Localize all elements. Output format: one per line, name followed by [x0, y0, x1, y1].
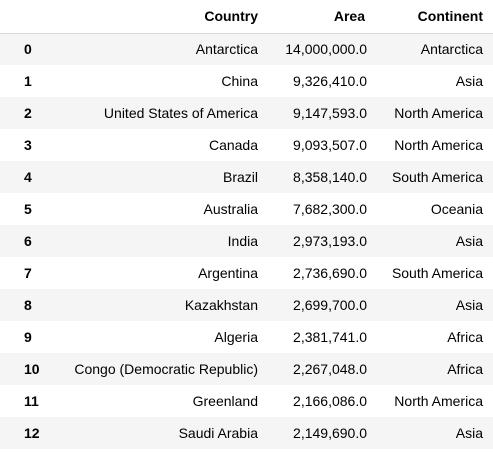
- row-index: 7: [24, 265, 32, 281]
- table-row: 8 Kazakhstan 2,699,700.0 Asia: [0, 289, 493, 321]
- cell-continent: North America: [394, 105, 483, 121]
- cell-area: 9,326,410.0: [293, 73, 367, 89]
- cell-country: Greenland: [192, 393, 258, 409]
- row-index: 10: [24, 361, 40, 377]
- header-row: Country Area Continent: [0, 0, 493, 34]
- table-row: 10 Congo (Democratic Republic) 2,267,048.0…: [0, 353, 493, 385]
- row-index: 3: [24, 137, 32, 153]
- cell-country: China: [221, 73, 258, 89]
- cell-country: Saudi Arabia: [178, 425, 258, 441]
- cell-country: Canada: [208, 137, 258, 153]
- table-row: 1 China 9,326,410.0 Asia: [0, 65, 493, 97]
- cell-area: 2,699,700.0: [293, 297, 367, 313]
- cell-continent: Antarctica: [420, 41, 483, 58]
- cell-area: 2,149,690.0: [293, 425, 367, 441]
- cell-area: 2,973,193.0: [293, 233, 367, 249]
- table-row: 3 Canada 9,093,507.0 North America: [0, 129, 493, 161]
- row-index: 4: [24, 169, 32, 185]
- cell-area: 2,381,741.0: [293, 329, 367, 345]
- cell-country: Kazakhstan: [184, 297, 258, 313]
- cell-area: 9,093,507.0: [293, 137, 367, 153]
- cell-country: Antarctica: [195, 41, 258, 58]
- table-row: 6 India 2,973,193.0 Asia: [0, 225, 493, 257]
- table-row: 5 Australia 7,682,300.0 Oceania: [0, 193, 493, 225]
- cell-area: 2,736,690.0: [293, 265, 367, 281]
- row-index: 12: [24, 425, 40, 441]
- cell-area: 2,267,048.0: [293, 361, 367, 377]
- column-header-area: Area: [268, 0, 375, 34]
- table-row: 2 United States of America 9,147,593.0 Nort…: [0, 97, 493, 129]
- row-index: 9: [24, 329, 32, 345]
- table-row: 9 Algeria 2,381,741.0 Africa: [0, 321, 493, 353]
- cell-area: 8,358,140.0: [293, 169, 367, 185]
- cell-continent: North America: [394, 393, 483, 409]
- cell-continent: North America: [394, 137, 483, 153]
- cell-country: Argentina: [198, 265, 258, 281]
- cell-continent: Asia: [455, 425, 483, 441]
- cell-area: 2,166,086.0: [293, 393, 367, 409]
- cell-country: United States of America: [103, 105, 258, 121]
- table-row: 0 Antarctica 14,000,000.0 Antarctica: [0, 33, 493, 65]
- cell-continent: Africa: [447, 329, 483, 345]
- row-index: 2: [24, 105, 32, 121]
- table-body: 0 Antarctica 14,000,000.0 Antarctica 1 China 9…: [0, 33, 493, 449]
- table-row: 7 Argentina 2,736,690.0 South America: [0, 257, 493, 289]
- table-row: 4 Brazil 8,358,140.0 South America: [0, 161, 493, 193]
- table-row: 12 Saudi Arabia 2,149,690.0 Asia: [0, 417, 493, 449]
- index-header: [0, 0, 50, 34]
- cell-continent: South America: [391, 169, 483, 185]
- row-index: 0: [24, 41, 32, 58]
- row-index: 6: [24, 233, 32, 249]
- cell-country: Congo (Democratic Republic): [74, 361, 258, 377]
- table-header: Country Area Continent: [0, 0, 493, 34]
- cell-continent: Asia: [455, 233, 483, 249]
- cell-country: India: [227, 233, 258, 249]
- cell-continent: Africa: [447, 361, 483, 377]
- cell-country: Australia: [203, 201, 258, 217]
- cell-continent: South America: [391, 265, 483, 281]
- cell-country: Algeria: [214, 329, 258, 345]
- column-header-country: Country: [50, 0, 268, 34]
- row-index: 5: [24, 201, 32, 217]
- row-index: 1: [24, 73, 32, 89]
- cell-area: 9,147,593.0: [293, 105, 367, 121]
- cell-continent: Oceania: [430, 201, 483, 217]
- cell-area: 7,682,300.0: [293, 201, 367, 217]
- row-index: 11: [24, 393, 39, 409]
- cell-country: Brazil: [222, 169, 258, 185]
- table-row: 11 Greenland 2,166,086.0 North America: [0, 385, 493, 417]
- cell-continent: Asia: [455, 73, 483, 89]
- cell-area: 14,000,000.0: [285, 41, 367, 58]
- column-header-continent: Continent: [375, 0, 493, 34]
- cell-continent: Asia: [455, 297, 483, 313]
- row-index: 8: [24, 297, 32, 313]
